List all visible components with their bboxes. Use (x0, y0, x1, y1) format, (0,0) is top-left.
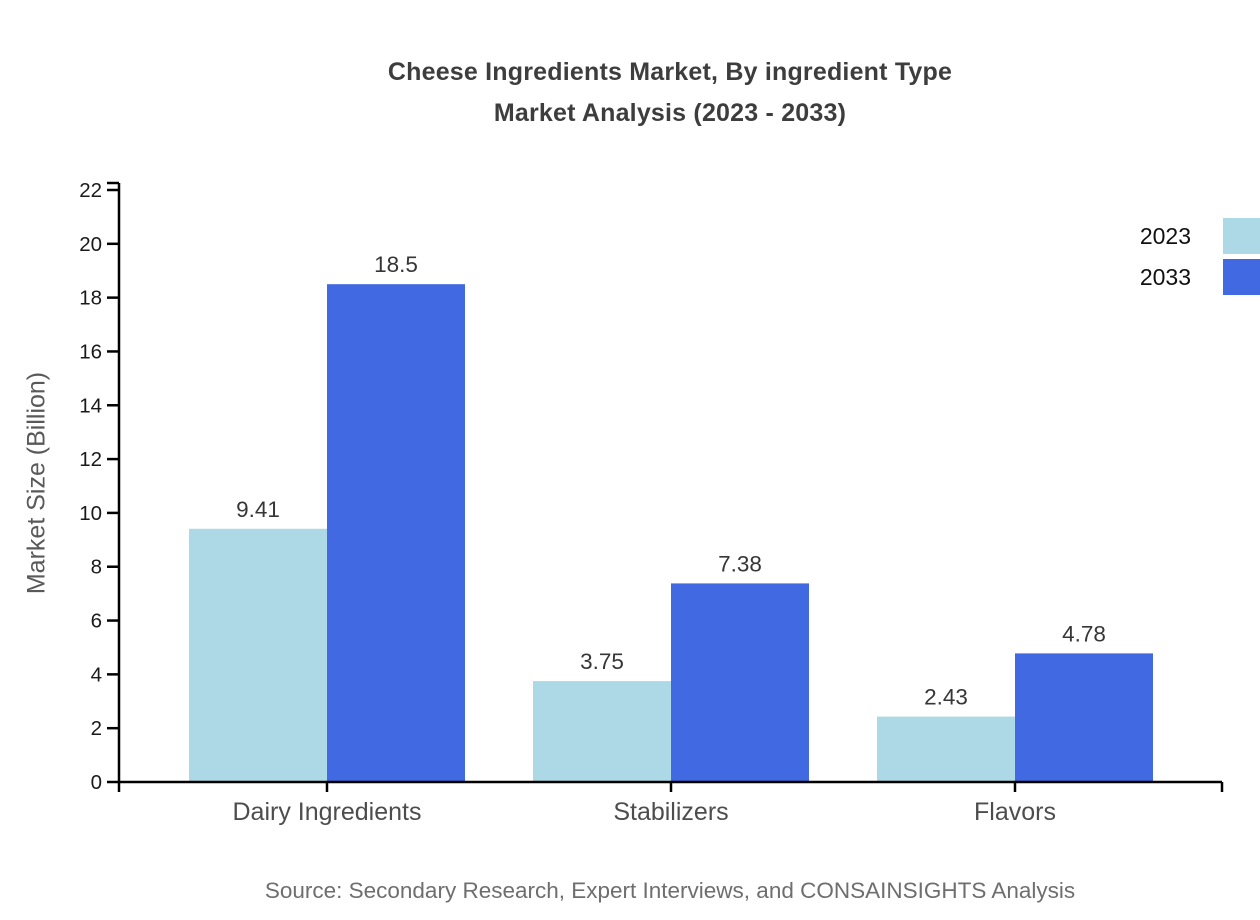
y-tick-label: 4 (91, 663, 102, 686)
legend: 2023 2033 (1140, 218, 1260, 295)
y-tick-label: 2 (91, 717, 102, 740)
legend-label-2033: 2033 (1139, 263, 1191, 290)
y-tick-label: 6 (91, 610, 102, 633)
chart-title-line2: Market Analysis (2023 - 2033) (493, 99, 847, 127)
y-tick-label: 8 (91, 556, 102, 579)
y-tick-label: 12 (79, 448, 102, 471)
legend-label-2023: 2023 (1139, 222, 1191, 249)
bar-2033-stabilizers (671, 583, 809, 782)
bar-2023-flavors (877, 716, 1015, 782)
bar-value-label: 7.38 (718, 551, 762, 576)
legend-item-2023: 2023 (1140, 218, 1260, 254)
x-category-label: Stabilizers (613, 798, 728, 826)
bar-2023-stabilizers (533, 681, 671, 782)
bar-value-label: 4.78 (1062, 621, 1106, 646)
legend-item-2033: 2033 (1140, 259, 1260, 295)
y-tick-label: 14 (79, 394, 102, 417)
bar-value-label: 2.43 (924, 685, 968, 710)
y-tick-label: 16 (79, 340, 102, 363)
bar-value-label: 18.5 (374, 252, 418, 277)
y-tick-label: 18 (79, 287, 102, 310)
y-tick-label: 20 (79, 233, 102, 256)
y-tick-label: 10 (79, 502, 102, 525)
bar-value-label: 9.41 (236, 497, 280, 522)
legend-swatch-2033 (1223, 259, 1260, 295)
y-tick-label: 22 (79, 179, 102, 202)
chart-title: Cheese Ingredients Market, By ingredient… (118, 52, 1222, 134)
bar-2023-dairy-ingredients (189, 528, 327, 782)
legend-swatch-2023 (1223, 218, 1260, 254)
x-category-label: Flavors (974, 798, 1056, 826)
bar-2033-flavors (1015, 653, 1153, 782)
bar-2033-dairy-ingredients (327, 284, 465, 782)
source-note: Source: Secondary Research, Expert Inter… (264, 878, 1076, 903)
chart-title-line1: Cheese Ingredients Market, By ingredient… (387, 58, 953, 86)
x-category-label: Dairy Ingredients (233, 798, 422, 826)
bar-value-label: 3.75 (580, 649, 624, 674)
y-tick-label: 0 (91, 771, 102, 794)
